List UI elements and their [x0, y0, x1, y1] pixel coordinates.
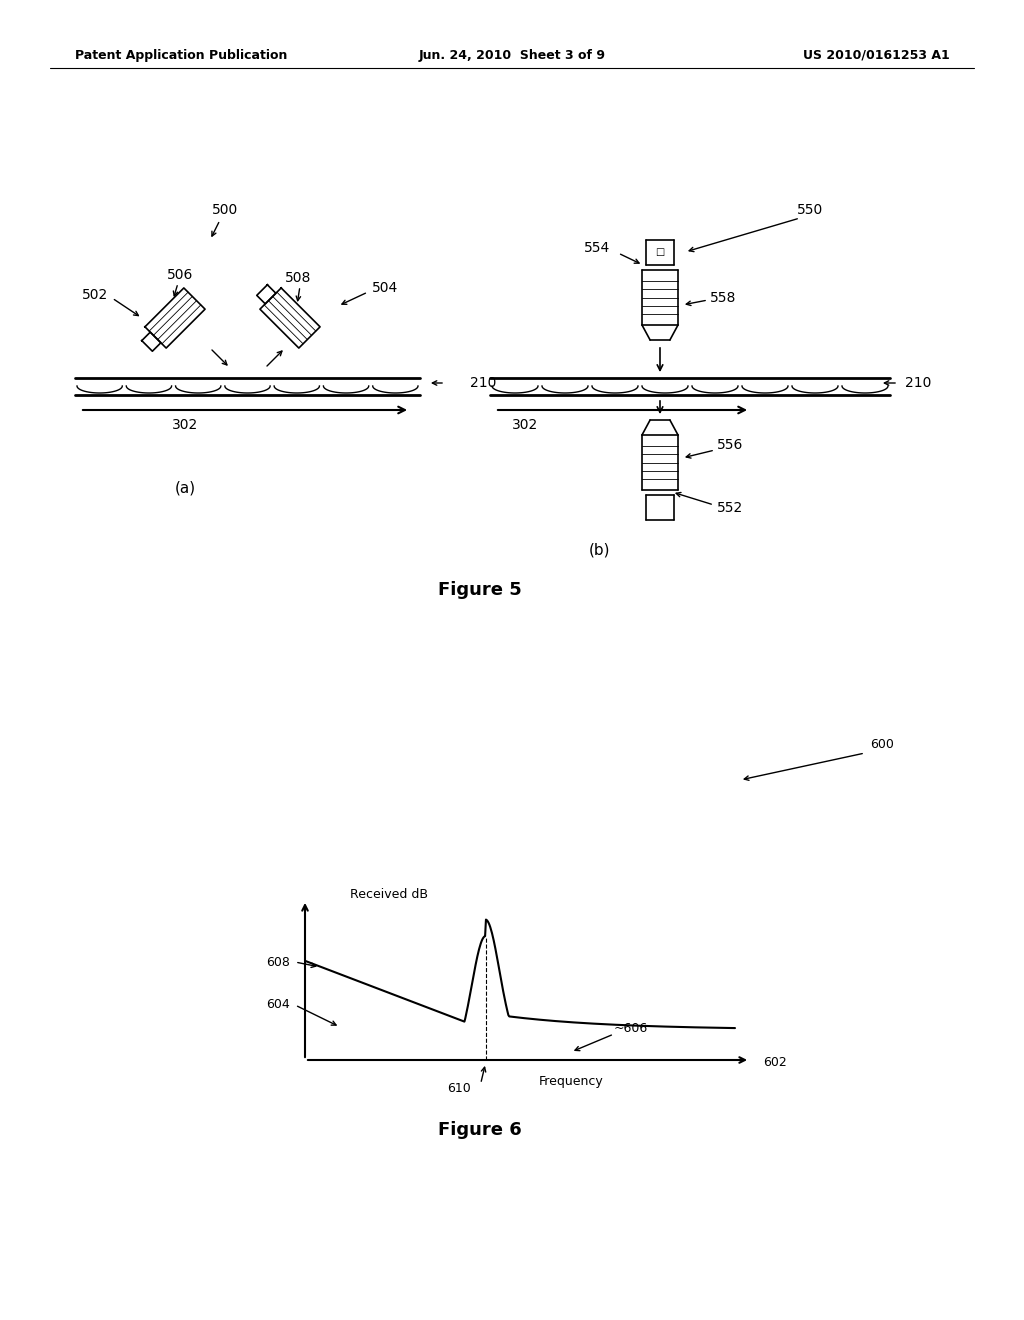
Text: 506: 506: [167, 268, 194, 282]
Text: 558: 558: [710, 290, 736, 305]
Text: US 2010/0161253 A1: US 2010/0161253 A1: [803, 49, 950, 62]
Text: (b): (b): [589, 543, 610, 557]
Text: 502: 502: [82, 288, 108, 302]
Text: 210: 210: [905, 376, 932, 389]
Text: 610: 610: [446, 1081, 471, 1094]
Text: 504: 504: [372, 281, 398, 294]
Text: Jun. 24, 2010  Sheet 3 of 9: Jun. 24, 2010 Sheet 3 of 9: [419, 49, 605, 62]
Text: Figure 6: Figure 6: [438, 1121, 522, 1139]
Text: Frequency: Frequency: [539, 1076, 603, 1089]
Text: 500: 500: [212, 203, 239, 216]
Text: 556: 556: [717, 438, 743, 451]
Text: 604: 604: [266, 998, 290, 1011]
Text: 508: 508: [285, 271, 311, 285]
Text: 302: 302: [512, 418, 539, 432]
Text: ~606: ~606: [614, 1023, 648, 1035]
Text: 600: 600: [870, 738, 894, 751]
Text: (a): (a): [174, 480, 196, 495]
Text: Received dB: Received dB: [350, 888, 428, 902]
Text: 550: 550: [797, 203, 823, 216]
Text: Patent Application Publication: Patent Application Publication: [75, 49, 288, 62]
Text: 302: 302: [172, 418, 198, 432]
Text: 602: 602: [763, 1056, 786, 1069]
Text: Figure 5: Figure 5: [438, 581, 522, 599]
Text: 608: 608: [266, 956, 290, 969]
Text: 552: 552: [717, 502, 743, 515]
Text: □: □: [655, 248, 665, 257]
Text: 210: 210: [470, 376, 497, 389]
Text: 554: 554: [584, 242, 610, 255]
